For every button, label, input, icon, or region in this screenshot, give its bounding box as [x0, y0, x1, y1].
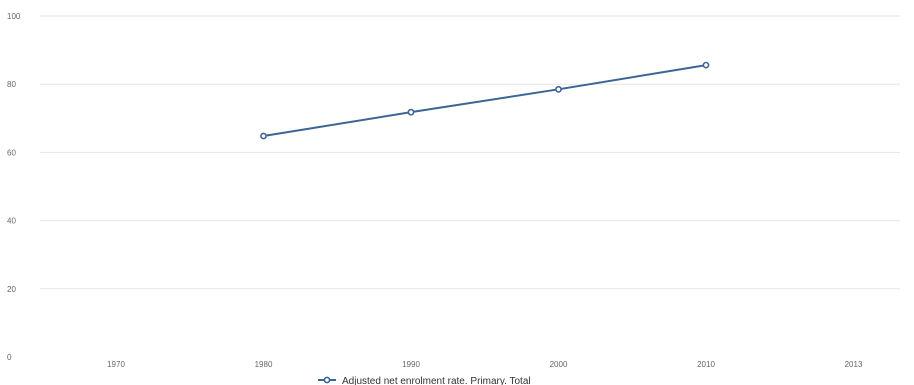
- data-point-2000[interactable]: [555, 85, 562, 93]
- data-point-1980[interactable]: [260, 132, 267, 140]
- x-axis-ticks: 1970 1980 1990 2000 2010 2013: [107, 360, 863, 369]
- y-tick-label-20: 20: [7, 285, 16, 294]
- y-tick-label-100: 100: [7, 12, 21, 21]
- y-tick-label-80: 80: [7, 80, 16, 89]
- y-tick-label-0: 0: [7, 353, 12, 362]
- y-tick-label-60: 60: [7, 148, 16, 157]
- legend-label: Adjusted net enrolment rate. Primary. To…: [342, 376, 531, 385]
- y-tick-label-40: 40: [7, 217, 16, 226]
- data-point-2010[interactable]: [702, 61, 710, 69]
- grid-lines: [40, 15, 900, 290]
- series-layer: [260, 61, 710, 140]
- x-tick-label-2000: 2000: [550, 360, 568, 369]
- data-point-1990[interactable]: [407, 108, 415, 116]
- x-tick-label-1990: 1990: [402, 360, 420, 369]
- legend-point-marker: [323, 376, 331, 384]
- x-tick-label-1980: 1980: [255, 360, 273, 369]
- legend[interactable]: Adjusted net enrolment rate. Primary. To…: [318, 376, 531, 385]
- x-tick-label-1970: 1970: [107, 360, 125, 369]
- x-tick-label-2013: 2013: [845, 360, 863, 369]
- y-axis-ticks: 0 20 40 60 80 100: [7, 12, 21, 362]
- x-tick-label-2010: 2010: [697, 360, 715, 369]
- series-line-0: [263, 64, 707, 138]
